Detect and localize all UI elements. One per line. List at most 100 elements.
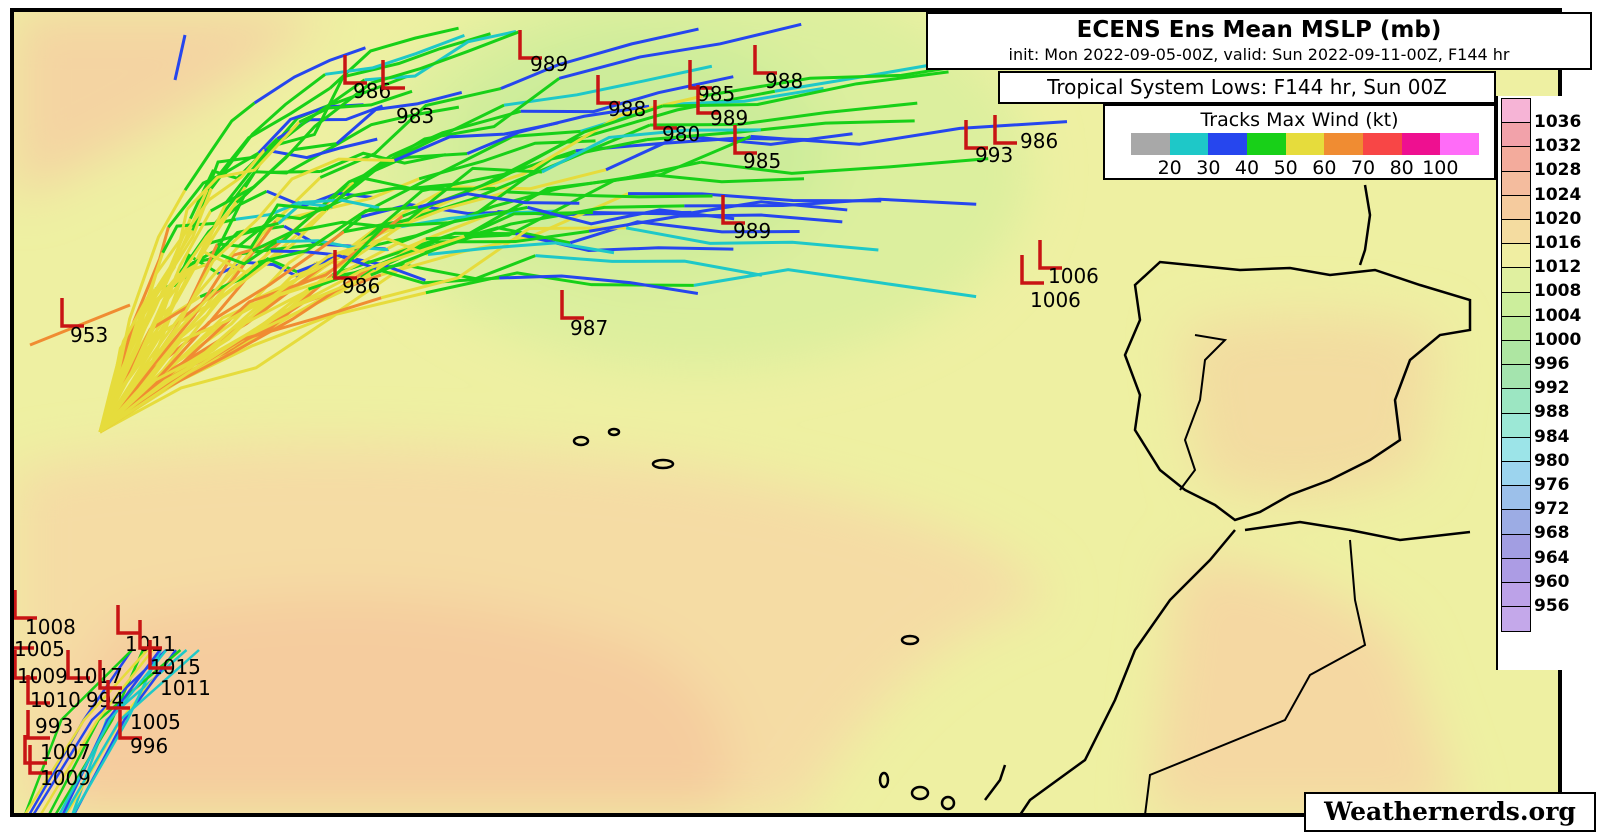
low-pressure-label: 953 (70, 323, 108, 347)
storm-track (324, 34, 465, 76)
storm-track (500, 27, 699, 90)
storm-track (662, 70, 949, 108)
low-marker-icon (138, 620, 162, 650)
low-marker-icon (60, 298, 84, 328)
low-pressure-label: 986 (353, 79, 391, 103)
low-pressure-label: 1009 (40, 766, 91, 790)
storm-track (503, 64, 713, 107)
low-pressure-label: 985 (697, 82, 735, 106)
storm-track (541, 128, 761, 174)
storm-track (319, 151, 447, 173)
storm-track (588, 213, 843, 233)
low-marker-icon (66, 650, 90, 680)
pressure-swatch (1501, 170, 1531, 197)
storm-track (325, 176, 456, 211)
low-pressure-label: 988 (608, 97, 646, 121)
low-marker-icon (381, 60, 405, 90)
low-pressure-label: 987 (570, 316, 608, 340)
low-pressure-label: 989 (733, 219, 771, 243)
low-marker-icon (733, 125, 757, 155)
pressure-swatch (1501, 388, 1531, 414)
storm-track (646, 119, 915, 142)
pressure-swatch (1501, 267, 1531, 293)
storm-track (54, 649, 145, 815)
storm-track (39, 649, 154, 815)
low-marker-icon (753, 45, 777, 75)
low-pressure-label: 1006 (1048, 264, 1099, 288)
wind-swatch (1247, 133, 1286, 155)
storm-track (380, 226, 627, 300)
storm-track (185, 121, 301, 211)
pressure-swatch (1501, 364, 1531, 390)
storm-track (325, 105, 460, 153)
low-pressure-label: 1017 (72, 664, 123, 688)
storm-track (425, 160, 702, 241)
wind-tick-label: 80 (1389, 157, 1414, 179)
storm-track (210, 73, 327, 190)
storm-track (237, 194, 354, 248)
pressure-colorbar: 1036 1032 1028 1024 1020 1016 1012 1008 1004 1000… (1496, 96, 1594, 670)
storm-track (298, 89, 413, 124)
low-pressure-label: 996 (130, 734, 168, 758)
low-pressure-label: 989 (710, 106, 748, 130)
low-marker-icon (98, 660, 122, 690)
pressure-label: 968 (1534, 523, 1570, 544)
pressure-swatch (1501, 533, 1531, 560)
storm-track (23, 649, 133, 815)
storm-track (264, 137, 378, 160)
storm-track (499, 274, 699, 296)
low-pressure-label: 986 (342, 274, 380, 298)
storm-track (520, 75, 734, 114)
low-pressure-label: 1009 (17, 664, 68, 688)
low-pressure-label: 1007 (40, 740, 91, 764)
storm-track (527, 205, 735, 226)
wind-swatch (1363, 133, 1402, 155)
coastline (572, 184, 1472, 815)
storm-track (693, 268, 977, 299)
pressure-swatch (1501, 146, 1531, 172)
storm-track (342, 32, 491, 79)
pressure-label: 1000 (1534, 329, 1582, 350)
low-marker-icon (26, 710, 50, 740)
wind-tick-label: 100 (1422, 157, 1459, 179)
storm-track (99, 234, 465, 434)
low-marker-icon (696, 85, 720, 115)
storm-track (380, 192, 629, 277)
wind-tick-label: 50 (1273, 157, 1298, 179)
storm-track (235, 82, 372, 204)
pressure-label: 992 (1534, 378, 1570, 399)
storm-track (507, 190, 713, 199)
low-marker-icon (23, 735, 47, 765)
low-marker-icon (28, 745, 52, 775)
low-pressure-label: 980 (662, 122, 700, 146)
low-pressure-label: 1011 (160, 676, 211, 700)
low-pressure-label: 993 (35, 714, 73, 738)
pressure-swatch (1501, 219, 1531, 245)
pressure-swatch (1501, 412, 1531, 439)
storm-track (217, 203, 327, 249)
wind-swatch (1208, 133, 1248, 155)
low-pressure-label: 988 (765, 69, 803, 93)
low-marker-icon (343, 55, 367, 85)
wind-tick-label: 30 (1196, 157, 1221, 179)
storm-track (700, 157, 989, 175)
storm-track (199, 257, 298, 299)
pressure-label: 964 (1534, 547, 1570, 568)
storm-track (61, 649, 161, 815)
storm-track (173, 34, 187, 81)
pressure-swatch (1501, 557, 1531, 584)
pressure-label: 1020 (1534, 208, 1582, 229)
low-marker-icon (688, 60, 712, 90)
low-pressure-label: 983 (396, 104, 434, 128)
storm-track (183, 101, 256, 191)
pressure-label: 1016 (1534, 233, 1582, 253)
storm-track (253, 46, 366, 105)
low-marker-icon (1020, 255, 1044, 285)
storm-track (396, 138, 648, 245)
storm-track (625, 226, 879, 252)
low-marker-icon (993, 115, 1017, 145)
low-marker-icon (596, 75, 620, 105)
storm-track (393, 121, 559, 162)
low-marker-icon (13, 590, 37, 620)
